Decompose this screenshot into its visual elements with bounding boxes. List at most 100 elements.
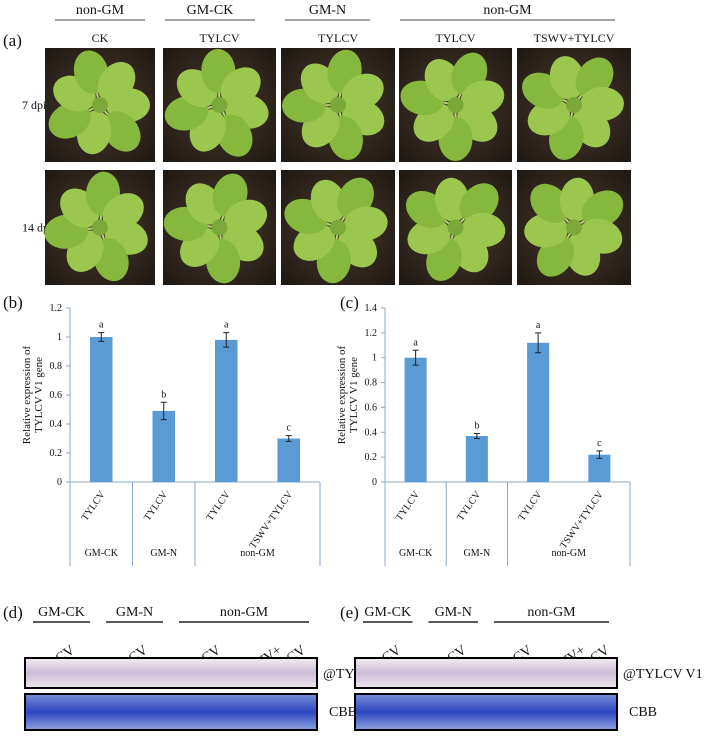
plant-photo [163,170,276,285]
leaf [102,193,144,231]
x-tick-label: TYLCV [142,489,171,523]
significance-letter: a [536,320,541,331]
plant-center [92,219,108,236]
y-axis-label: TYLCV V1 gene [348,357,360,433]
panel-letter: (c) [340,293,359,312]
leaf [224,199,268,236]
bar [152,410,175,482]
column-label: TYLCV [200,31,240,45]
error-bar [285,435,292,442]
group-label: non-GM [483,3,532,18]
plant-photo [45,48,155,162]
error-bar [223,332,230,348]
x-tick-label: TSWV+TYLCV [558,489,606,551]
row-label: 7 dpi [22,98,47,112]
y-tick-label: 1 [57,332,62,343]
group-label: non-GM [527,605,576,620]
bar [527,342,550,482]
leaf [527,99,570,136]
y-tick-label: 0.8 [50,361,63,372]
plant-center [92,97,108,113]
leaf [407,219,451,255]
y-tick-label: 0 [57,477,62,488]
significance-letter: c [597,438,602,449]
significance-letter: a [99,320,104,331]
y-tick-label: 1.4 [365,303,378,314]
leaf [220,67,261,106]
leaf [310,179,347,223]
stain-label: CBB [629,705,657,720]
significance-letter: b [474,421,479,432]
group-label: non-GM [552,548,587,559]
y-tick-label: 0.2 [50,448,63,459]
bar [90,337,113,482]
error-bar [412,349,419,366]
error-bar [98,332,105,342]
plant-photo [399,170,512,285]
plant-photo [517,170,631,285]
group-label: non-GM [76,3,125,18]
plant-center [447,97,464,113]
leaf [581,190,624,228]
group-label: GM-N [435,605,472,620]
plant-center [566,219,582,236]
y-tick-label: 1.2 [365,328,378,339]
leaf [530,183,570,224]
y-axis-label: TYLCV V1 gene [33,357,45,433]
group-label: non-GM [220,605,269,620]
leaf [343,206,388,241]
plant-center [330,97,346,113]
error-bar [596,450,603,459]
leaf [461,212,506,247]
bar [588,454,611,482]
group-label: GM-CK [38,605,85,620]
panel-letter: (b) [3,293,23,312]
plant-photo [163,48,276,162]
x-tick-label: TSWV+TYLCV [248,489,296,551]
x-tick-label: TYLCV [80,489,109,523]
leaf [97,61,136,103]
bar [215,339,238,482]
significance-letter: a [224,320,229,331]
plant-photo [281,170,395,285]
panel-letter: (e) [340,603,359,622]
leaf [424,58,461,102]
leaf [460,80,505,116]
group-label: GM-N [464,548,491,559]
blot-label: @TYLCV V1 [623,667,703,682]
plant-photo [281,48,395,162]
leaf [579,218,623,254]
y-tick-label: 0.8 [365,378,378,389]
x-tick-label: TYLCV [205,489,234,523]
stain-gel [24,693,318,731]
stain-gel [354,693,618,731]
column-label: TSWV+TYLCV [534,31,615,45]
group-label: GM-N [150,548,177,559]
x-tick-label: TYLCV [455,489,484,523]
group-label: GM-CK [187,3,234,18]
plant-center [211,97,228,113]
y-tick-label: 0.6 [365,402,378,413]
panel-letter: (d) [3,603,23,622]
significance-letter: b [161,389,166,400]
plant-photo [517,48,631,162]
blot-membrane [354,657,618,689]
plant-center [447,219,464,236]
group-label: GM-CK [399,548,433,559]
leaf [341,73,384,111]
stain-label: CBB [329,705,357,720]
y-tick-label: 0.4 [365,427,378,438]
group-label: GM-CK [85,548,119,559]
group-label: GM-N [309,3,346,18]
y-tick-label: 0.2 [365,452,378,463]
group-label: GM-CK [364,605,411,620]
blot-membrane [24,657,318,689]
leaf [549,56,585,100]
bar [277,438,300,482]
y-axis-label: Relative expression of [336,345,348,444]
bar [465,436,488,482]
y-tick-label: 0 [372,477,377,488]
panel-letter: (a) [3,31,22,50]
column-label: TYLCV [318,31,358,45]
